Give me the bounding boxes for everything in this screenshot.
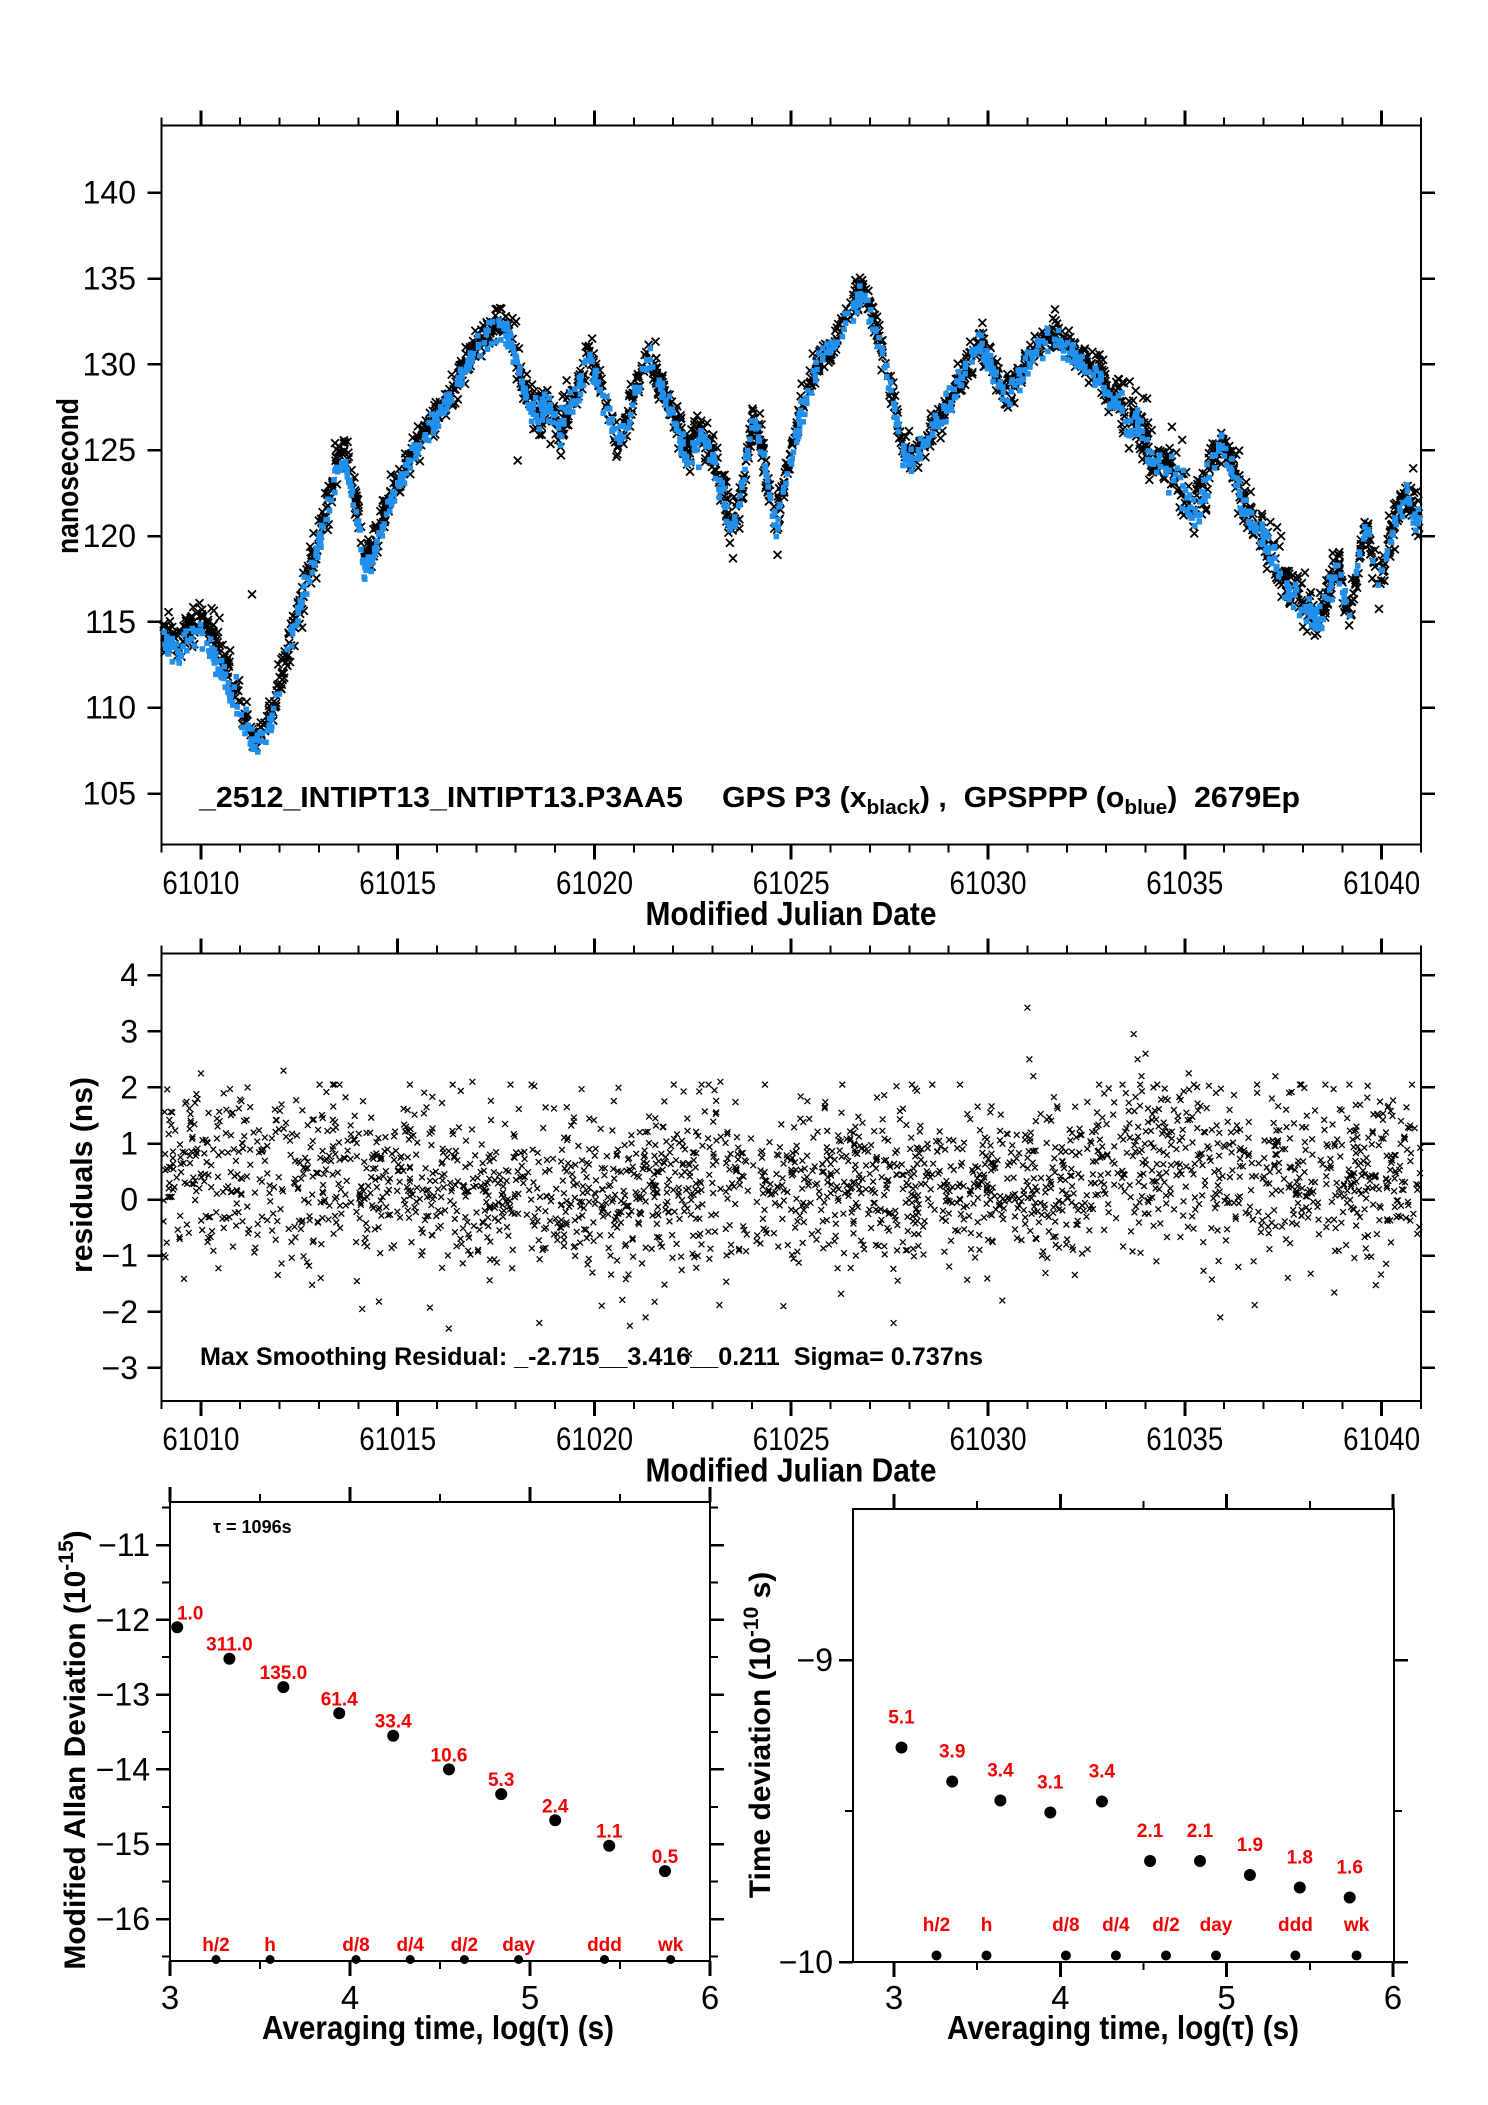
- svg-text:3.9: 3.9: [939, 1742, 965, 1763]
- svg-text:2: 2: [120, 1069, 138, 1105]
- svg-text:115: 115: [85, 604, 136, 640]
- svg-text:Modified Allan Deviation (10-1: Modified Allan Deviation (10-15): [55, 1530, 92, 1969]
- svg-text:135: 135: [83, 261, 136, 297]
- svg-text:61025: 61025: [753, 865, 830, 901]
- svg-text:−1: −1: [102, 1238, 138, 1274]
- svg-text:d/8: d/8: [342, 1935, 369, 1956]
- svg-text:61010: 61010: [162, 865, 239, 901]
- svg-text:1.1: 1.1: [596, 1822, 623, 1843]
- svg-text:−16: −16: [96, 1901, 150, 1937]
- svg-text:−13: −13: [96, 1677, 150, 1713]
- svg-text:−11: −11: [98, 1527, 150, 1563]
- svg-text:135.0: 135.0: [260, 1663, 308, 1684]
- svg-text:5: 5: [521, 1979, 539, 2016]
- svg-text:Averaging time, log(τ) (s): Averaging time, log(τ) (s): [262, 2009, 614, 2046]
- svg-text:1.0: 1.0: [177, 1603, 203, 1624]
- svg-text:Averaging time, log(τ) (s): Averaging time, log(τ) (s): [947, 2009, 1299, 2046]
- svg-text:5.1: 5.1: [888, 1708, 915, 1729]
- svg-text:61015: 61015: [359, 1421, 436, 1457]
- svg-text:3.1: 3.1: [1037, 1773, 1064, 1794]
- svg-text:h: h: [981, 1915, 993, 1936]
- svg-text:61010: 61010: [162, 1421, 239, 1457]
- svg-text:105: 105: [83, 776, 136, 812]
- svg-text:4: 4: [341, 1979, 359, 2016]
- svg-text:day: day: [502, 1935, 535, 1956]
- svg-text:d/4: d/4: [1102, 1915, 1130, 1936]
- svg-text:4: 4: [1051, 1979, 1069, 2016]
- svg-text:61015: 61015: [359, 865, 436, 901]
- svg-text:−3: −3: [102, 1350, 138, 1386]
- svg-text:Modified Julian Date: Modified Julian Date: [646, 1452, 937, 1489]
- svg-text:_2512_INTIPT13_INTIPT13.P3AA5: _2512_INTIPT13_INTIPT13.P3AA5: [198, 782, 683, 814]
- svg-text:Modified Julian Date: Modified Julian Date: [646, 895, 937, 932]
- svg-text:5.3: 5.3: [488, 1770, 514, 1791]
- svg-text:−2: −2: [102, 1294, 138, 1330]
- svg-text:61040: 61040: [1343, 865, 1420, 901]
- svg-text:3.4: 3.4: [987, 1761, 1014, 1782]
- svg-text:110: 110: [85, 690, 136, 726]
- svg-text:1.6: 1.6: [1336, 1858, 1362, 1879]
- svg-text:61.4: 61.4: [321, 1689, 358, 1710]
- svg-text:125: 125: [83, 432, 136, 468]
- svg-text:140: 140: [83, 175, 136, 211]
- svg-text:d/8: d/8: [1052, 1915, 1079, 1936]
- svg-text:61020: 61020: [556, 1421, 633, 1457]
- svg-text:3: 3: [120, 1013, 138, 1049]
- svg-text:ddd: ddd: [587, 1935, 622, 1956]
- svg-text:−10: −10: [779, 1944, 833, 1980]
- svg-text:d/4: d/4: [396, 1935, 424, 1956]
- svg-text:0.5: 0.5: [652, 1847, 679, 1868]
- svg-text:h: h: [264, 1935, 276, 1956]
- svg-text:−14: −14: [96, 1751, 150, 1787]
- svg-text:2.1: 2.1: [1137, 1821, 1164, 1842]
- svg-text:0: 0: [120, 1182, 138, 1218]
- svg-text:61030: 61030: [950, 1421, 1027, 1457]
- svg-text:ddd: ddd: [1278, 1915, 1313, 1936]
- svg-text:d/2: d/2: [451, 1935, 478, 1956]
- svg-text:33.4: 33.4: [375, 1712, 412, 1733]
- svg-text:3.4: 3.4: [1089, 1762, 1116, 1783]
- svg-text:wk: wk: [657, 1935, 684, 1956]
- svg-text:2.4: 2.4: [542, 1796, 569, 1817]
- svg-text:311.0: 311.0: [206, 1635, 253, 1656]
- svg-text:residuals (ns): residuals (ns): [64, 1077, 99, 1273]
- svg-text:1.9: 1.9: [1237, 1835, 1263, 1856]
- svg-text:6: 6: [1384, 1979, 1402, 2016]
- svg-text:61035: 61035: [1146, 1421, 1223, 1457]
- svg-text:10.6: 10.6: [431, 1745, 468, 1766]
- svg-text:1: 1: [120, 1126, 138, 1162]
- svg-text:−12: −12: [96, 1602, 150, 1638]
- svg-text:h/2: h/2: [202, 1935, 229, 1956]
- svg-text:−9: −9: [797, 1642, 833, 1678]
- svg-text:61020: 61020: [556, 865, 633, 901]
- svg-text:61030: 61030: [950, 865, 1027, 901]
- svg-text:nanosecond: nanosecond: [50, 398, 85, 554]
- svg-text:130: 130: [83, 346, 136, 382]
- svg-text:d/2: d/2: [1152, 1915, 1179, 1936]
- svg-text:2.1: 2.1: [1187, 1821, 1214, 1842]
- svg-text:6: 6: [701, 1979, 719, 2016]
- svg-text:1.8: 1.8: [1287, 1848, 1313, 1869]
- svg-text:4: 4: [120, 957, 138, 993]
- svg-text:61025: 61025: [753, 1421, 830, 1457]
- svg-text:τ = 1096s: τ = 1096s: [213, 1517, 292, 1537]
- svg-text:−15: −15: [96, 1826, 150, 1862]
- svg-text:3: 3: [885, 1979, 903, 2016]
- svg-text:h/2: h/2: [923, 1915, 950, 1936]
- svg-text:wk: wk: [1343, 1915, 1370, 1936]
- svg-text:day: day: [1200, 1915, 1233, 1936]
- svg-text:61040: 61040: [1343, 1421, 1420, 1457]
- svg-text:3: 3: [161, 1979, 179, 2016]
- svg-text:61035: 61035: [1146, 865, 1223, 901]
- svg-text:120: 120: [83, 518, 136, 554]
- svg-text:Max Smoothing Residual: _-2.71: Max Smoothing Residual: _-2.715__3.416__…: [200, 1343, 983, 1371]
- svg-text:5: 5: [1217, 1979, 1235, 2016]
